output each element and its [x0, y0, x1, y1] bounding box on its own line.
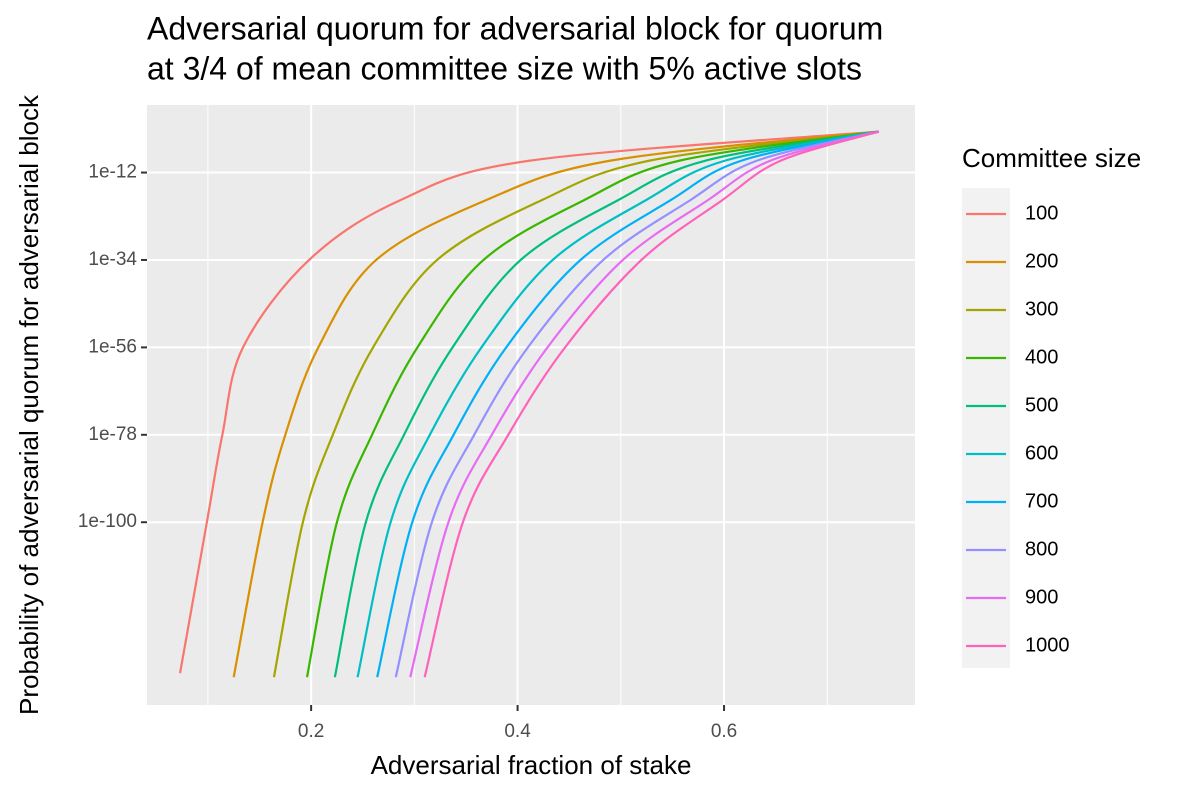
legend-label: 400: [1025, 346, 1058, 368]
legend-label: 300: [1025, 298, 1058, 320]
y-tick-label: 1e-34: [88, 249, 137, 270]
legend-label: 700: [1025, 490, 1058, 512]
line: [409, 130, 880, 678]
y-tick-label: 1e-56: [88, 336, 137, 357]
line: [333, 130, 880, 678]
chart-title: at 3/4 of mean committee size with 5% ac…: [147, 50, 862, 86]
legend-label: 800: [1025, 538, 1058, 560]
legend-label: 900: [1025, 586, 1058, 608]
y-tick-label: 1e-78: [88, 424, 137, 445]
legend-title: Committee size: [962, 143, 1141, 173]
x-tick-label: 0.4: [504, 721, 531, 742]
legend-label: 1000: [1025, 634, 1070, 656]
legend-label: 500: [1025, 394, 1058, 416]
line: [356, 130, 880, 678]
line: [232, 130, 879, 678]
line: [305, 130, 880, 678]
line: [178, 130, 879, 674]
y-tick-label: 1e-12: [88, 162, 137, 183]
line: [376, 130, 880, 678]
x-tick-label: 0.2: [298, 721, 324, 742]
chart-title: Adversarial quorum for adversarial block…: [147, 10, 883, 46]
y-tick-label: 1e-100: [78, 511, 137, 532]
line: [272, 130, 880, 678]
line: [394, 130, 880, 678]
y-axis-label: Probability of adversarial quorum for ad…: [14, 94, 44, 715]
panel: [147, 105, 915, 705]
legend-key-background: [962, 188, 1010, 668]
legend-label: 600: [1025, 442, 1058, 464]
legend-label: 100: [1025, 202, 1058, 224]
x-axis-label: Adversarial fraction of stake: [371, 750, 692, 780]
line: [423, 130, 880, 678]
x-tick-label: 0.6: [711, 721, 737, 742]
legend-label: 200: [1025, 250, 1058, 272]
